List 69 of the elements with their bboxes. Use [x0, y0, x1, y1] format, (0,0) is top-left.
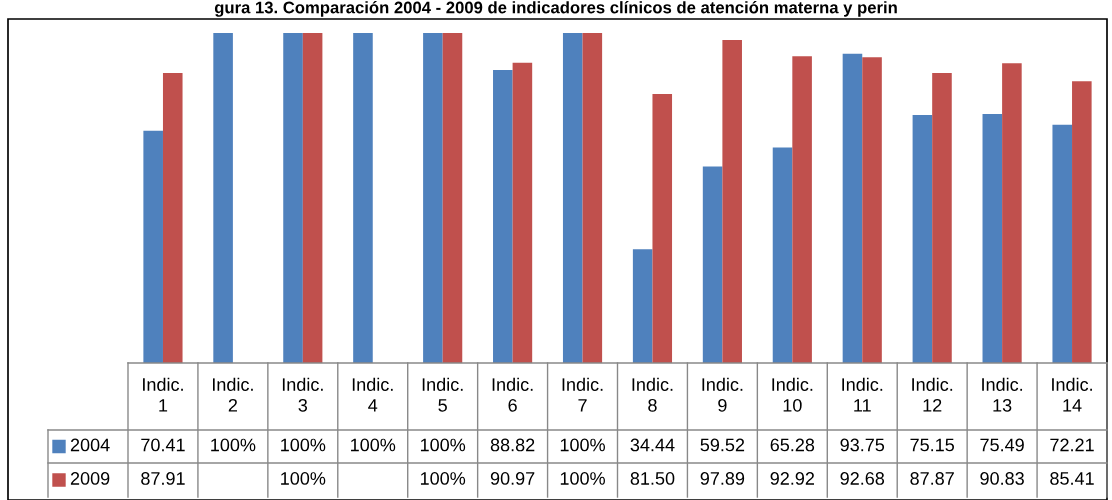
bar — [862, 57, 882, 363]
data-label: 100% — [281, 438, 326, 452]
x-tick-label: Indic. 4 — [352, 377, 393, 412]
legend-label: 2004 — [70, 438, 110, 452]
data-label: 100% — [351, 438, 396, 452]
data-label: 92.68 — [840, 472, 885, 485]
data-label: 59.52 — [700, 438, 745, 452]
data-label: 97.89 — [700, 472, 745, 485]
x-tick-label: Indic. 10 — [772, 377, 813, 412]
x-tick-label: Indic. 14 — [1052, 377, 1092, 412]
bar — [582, 33, 603, 363]
chart-title: gura 13. Comparación 2004 - 2009 de indicadores clínicos de atención materna y perin — [214, 1, 897, 17]
x-tick-label: Indic. 5 — [422, 377, 463, 412]
data-label: 75.15 — [910, 438, 955, 452]
bar — [652, 94, 673, 363]
data-label: 88.82 — [490, 438, 535, 452]
bar — [982, 113, 1003, 363]
x-tick-label: Indic. 6 — [492, 377, 533, 412]
data-label: 100% — [420, 438, 466, 452]
data-label: 90.83 — [980, 472, 1024, 485]
x-tick-label: Indic. 11 — [842, 377, 883, 412]
x-tick-label: Indic. 2 — [212, 377, 253, 412]
x-tick-label: Indic. 8 — [632, 377, 673, 412]
data-label: 100% — [281, 472, 326, 485]
bar — [353, 33, 373, 363]
bar — [213, 33, 233, 363]
bar — [143, 130, 163, 363]
bar — [162, 72, 183, 363]
data-label: 100% — [211, 438, 256, 452]
x-tick-label: Indic. 7 — [562, 377, 603, 412]
x-tick-label: Indic. 9 — [702, 377, 743, 412]
bar — [442, 33, 463, 363]
x-tick-label: Indic. 13 — [982, 377, 1023, 412]
data-label: 100% — [420, 472, 466, 485]
data-label: 100% — [560, 472, 605, 485]
data-label: 100% — [560, 438, 605, 452]
bar — [722, 39, 742, 363]
bar — [562, 33, 583, 363]
x-tick-label: Indic. 3 — [282, 377, 323, 412]
bar — [423, 33, 443, 363]
bar — [283, 33, 303, 363]
data-label: 75.49 — [980, 438, 1024, 452]
bar — [912, 115, 933, 363]
bar — [792, 56, 812, 363]
data-label: 72.21 — [1050, 438, 1094, 452]
bar — [302, 33, 323, 363]
data-label: 34.44 — [630, 438, 675, 452]
bar — [1002, 63, 1022, 363]
bar — [1072, 81, 1092, 363]
x-tick-label: Indic. 1 — [143, 377, 183, 412]
data-label: 93.75 — [840, 438, 885, 452]
legend-label: 2009 — [70, 472, 110, 485]
bar — [842, 53, 863, 363]
bar — [932, 73, 952, 363]
data-label: 92.92 — [770, 472, 815, 485]
data-label: 85.41 — [1050, 472, 1094, 485]
bar — [702, 166, 723, 363]
bar — [772, 147, 793, 363]
bar — [632, 249, 653, 363]
data-label: 90.97 — [490, 472, 535, 485]
data-label: 81.50 — [630, 472, 675, 485]
bar — [1052, 124, 1073, 363]
data-label: 65.28 — [770, 438, 815, 452]
data-label: 87.91 — [141, 472, 185, 485]
x-tick-label: Indic. 12 — [912, 377, 953, 412]
bar — [512, 62, 533, 363]
data-label: 87.87 — [910, 472, 954, 485]
bar — [493, 69, 513, 363]
data-label: 70.41 — [141, 438, 185, 452]
